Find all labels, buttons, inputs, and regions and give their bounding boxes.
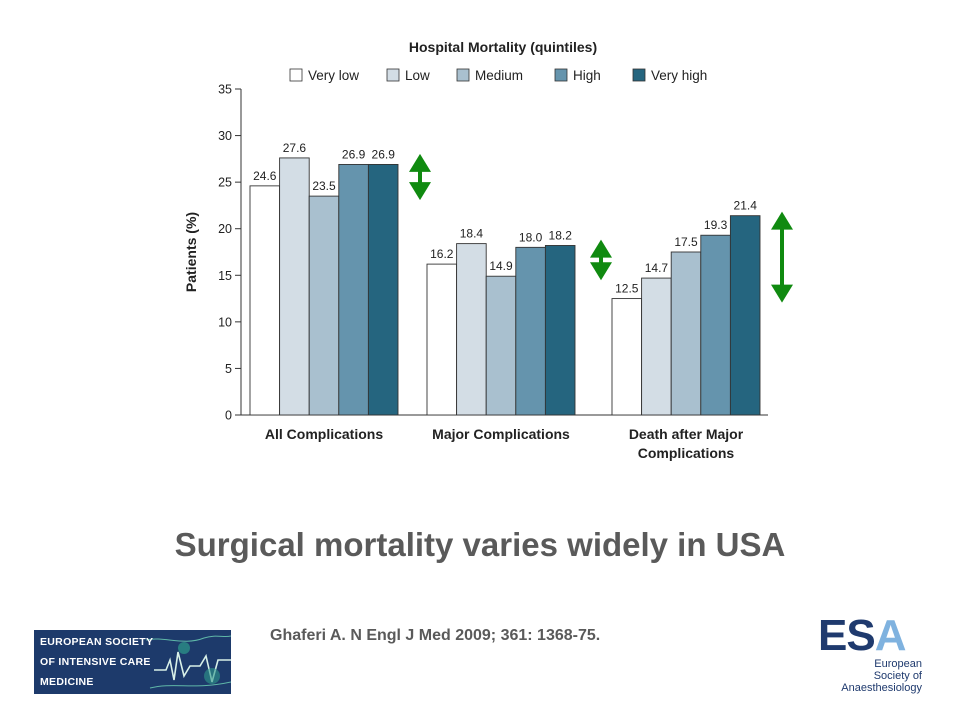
legend-label-low: Low — [405, 68, 430, 83]
bar-major-complications-medium — [485, 275, 517, 416]
bar-death-after-major-complications-very-high — [729, 215, 761, 416]
esa-name-line-2: Society of — [873, 670, 922, 682]
bar-all-complications-very-low — [249, 185, 281, 416]
y-axis-label: Patients (%) — [183, 212, 199, 292]
esicm-line-2: OF INTENSIVE CARE — [40, 656, 151, 668]
esa-name-line-1: European — [874, 658, 922, 670]
legend-swatch-high — [554, 68, 568, 82]
esicm-line-1: EUROPEAN SOCIETY — [40, 636, 154, 648]
data-label-death-after-major-complications-medium: 17.5 — [674, 235, 698, 249]
legend-label-medium: Medium — [475, 68, 523, 83]
data-label-major-complications-medium: 14.9 — [489, 259, 513, 273]
range-arrow-death-after-major-complications-up-head — [771, 211, 793, 230]
legend-swatch-medium — [456, 68, 470, 82]
y-tick-label-0: 0 — [225, 409, 232, 423]
bar-major-complications-very-low — [426, 263, 458, 416]
legend-swatch-low — [386, 68, 400, 82]
y-tick-label-10: 10 — [218, 315, 232, 329]
data-label-death-after-major-complications-high: 19.3 — [704, 218, 728, 232]
range-arrow-major-complications-down-head — [590, 262, 612, 281]
range-arrow-death-after-major-complications-down-head — [771, 284, 793, 303]
slide-title: Surgical mortality varies widely in USA — [174, 526, 786, 563]
bar-death-after-major-complications-high — [700, 234, 731, 416]
esicm-logo: EUROPEAN SOCIETY OF INTENSIVE CARE MEDIC… — [34, 630, 231, 694]
y-tick-label-5: 5 — [225, 362, 232, 376]
data-label-death-after-major-complications-very-low: 12.5 — [615, 282, 639, 296]
legend-label-high: High — [573, 68, 601, 83]
data-label-major-complications-low: 18.4 — [460, 227, 484, 241]
esa-name-line-3: Anaesthesiology — [841, 682, 922, 694]
data-label-all-complications-medium: 23.5 — [312, 179, 336, 193]
esa-mark: ESA — [818, 611, 907, 660]
x-tick-label-death-after-major-complications-1: Death after Major — [629, 426, 744, 442]
data-label-major-complications-high: 18.0 — [519, 230, 543, 244]
x-tick-label-death-after-major-complications-2: Complications — [638, 445, 735, 461]
bar-chart: Hospital Mortality (quintiles) Very low Lo… — [183, 39, 793, 461]
y-tick-label-25: 25 — [218, 176, 232, 190]
y-tick-label-15: 15 — [218, 269, 232, 283]
data-label-all-complications-very-low: 24.6 — [253, 169, 277, 183]
y-tick-label-30: 30 — [218, 129, 232, 143]
esicm-wave-graphic — [145, 635, 231, 689]
data-label-death-after-major-complications-very-high: 21.4 — [734, 199, 758, 213]
bar-all-complications-low — [279, 157, 310, 416]
range-arrow-all-complications-up-head — [409, 153, 431, 172]
data-label-all-complications-low: 27.6 — [283, 141, 307, 155]
esa-name: European Society of Anaesthesiology — [818, 658, 922, 694]
bar-death-after-major-complications-low — [641, 277, 672, 416]
bar-major-complications-low — [456, 243, 487, 416]
bar-death-after-major-complications-very-low — [611, 298, 643, 416]
bar-death-after-major-complications-medium — [670, 251, 702, 416]
y-tick-label-35: 35 — [218, 83, 232, 97]
x-tick-label-major-complications-1: Major Complications — [432, 426, 570, 442]
bar-all-complications-medium — [308, 195, 340, 416]
bar-major-complications-very-high — [544, 245, 576, 416]
data-label-major-complications-very-low: 16.2 — [430, 247, 454, 261]
esa-mark-es: ES — [818, 611, 876, 660]
chart-title: Hospital Mortality (quintiles) — [409, 39, 597, 55]
data-label-major-complications-very-high: 18.2 — [549, 228, 573, 242]
legend-label-very-low: Very low — [308, 68, 359, 83]
data-label-all-complications-very-high: 26.9 — [372, 147, 396, 161]
bar-all-complications-high — [338, 163, 369, 416]
esa-mark-a: A — [874, 611, 907, 660]
esa-logo: ESA European Society of Anaesthesiology — [818, 614, 928, 696]
legend-swatch-very-low — [289, 68, 303, 82]
bar-all-complications-very-high — [367, 163, 399, 416]
legend-label-very-high: Very high — [651, 68, 707, 83]
legend-swatch-very-high — [632, 68, 646, 82]
citation: Ghaferi A. N Engl J Med 2009; 361: 1368-… — [270, 627, 601, 644]
bar-major-complications-high — [515, 246, 546, 416]
esicm-line-3: MEDICINE — [40, 676, 94, 688]
data-label-all-complications-high: 26.9 — [342, 147, 366, 161]
range-arrow-all-complications-down-head — [409, 182, 431, 201]
y-tick-label-20: 20 — [218, 222, 232, 236]
x-tick-label-all-complications-1: All Complications — [265, 426, 383, 442]
data-label-death-after-major-complications-low: 14.7 — [645, 261, 669, 275]
range-arrow-major-complications-up-head — [590, 239, 612, 258]
